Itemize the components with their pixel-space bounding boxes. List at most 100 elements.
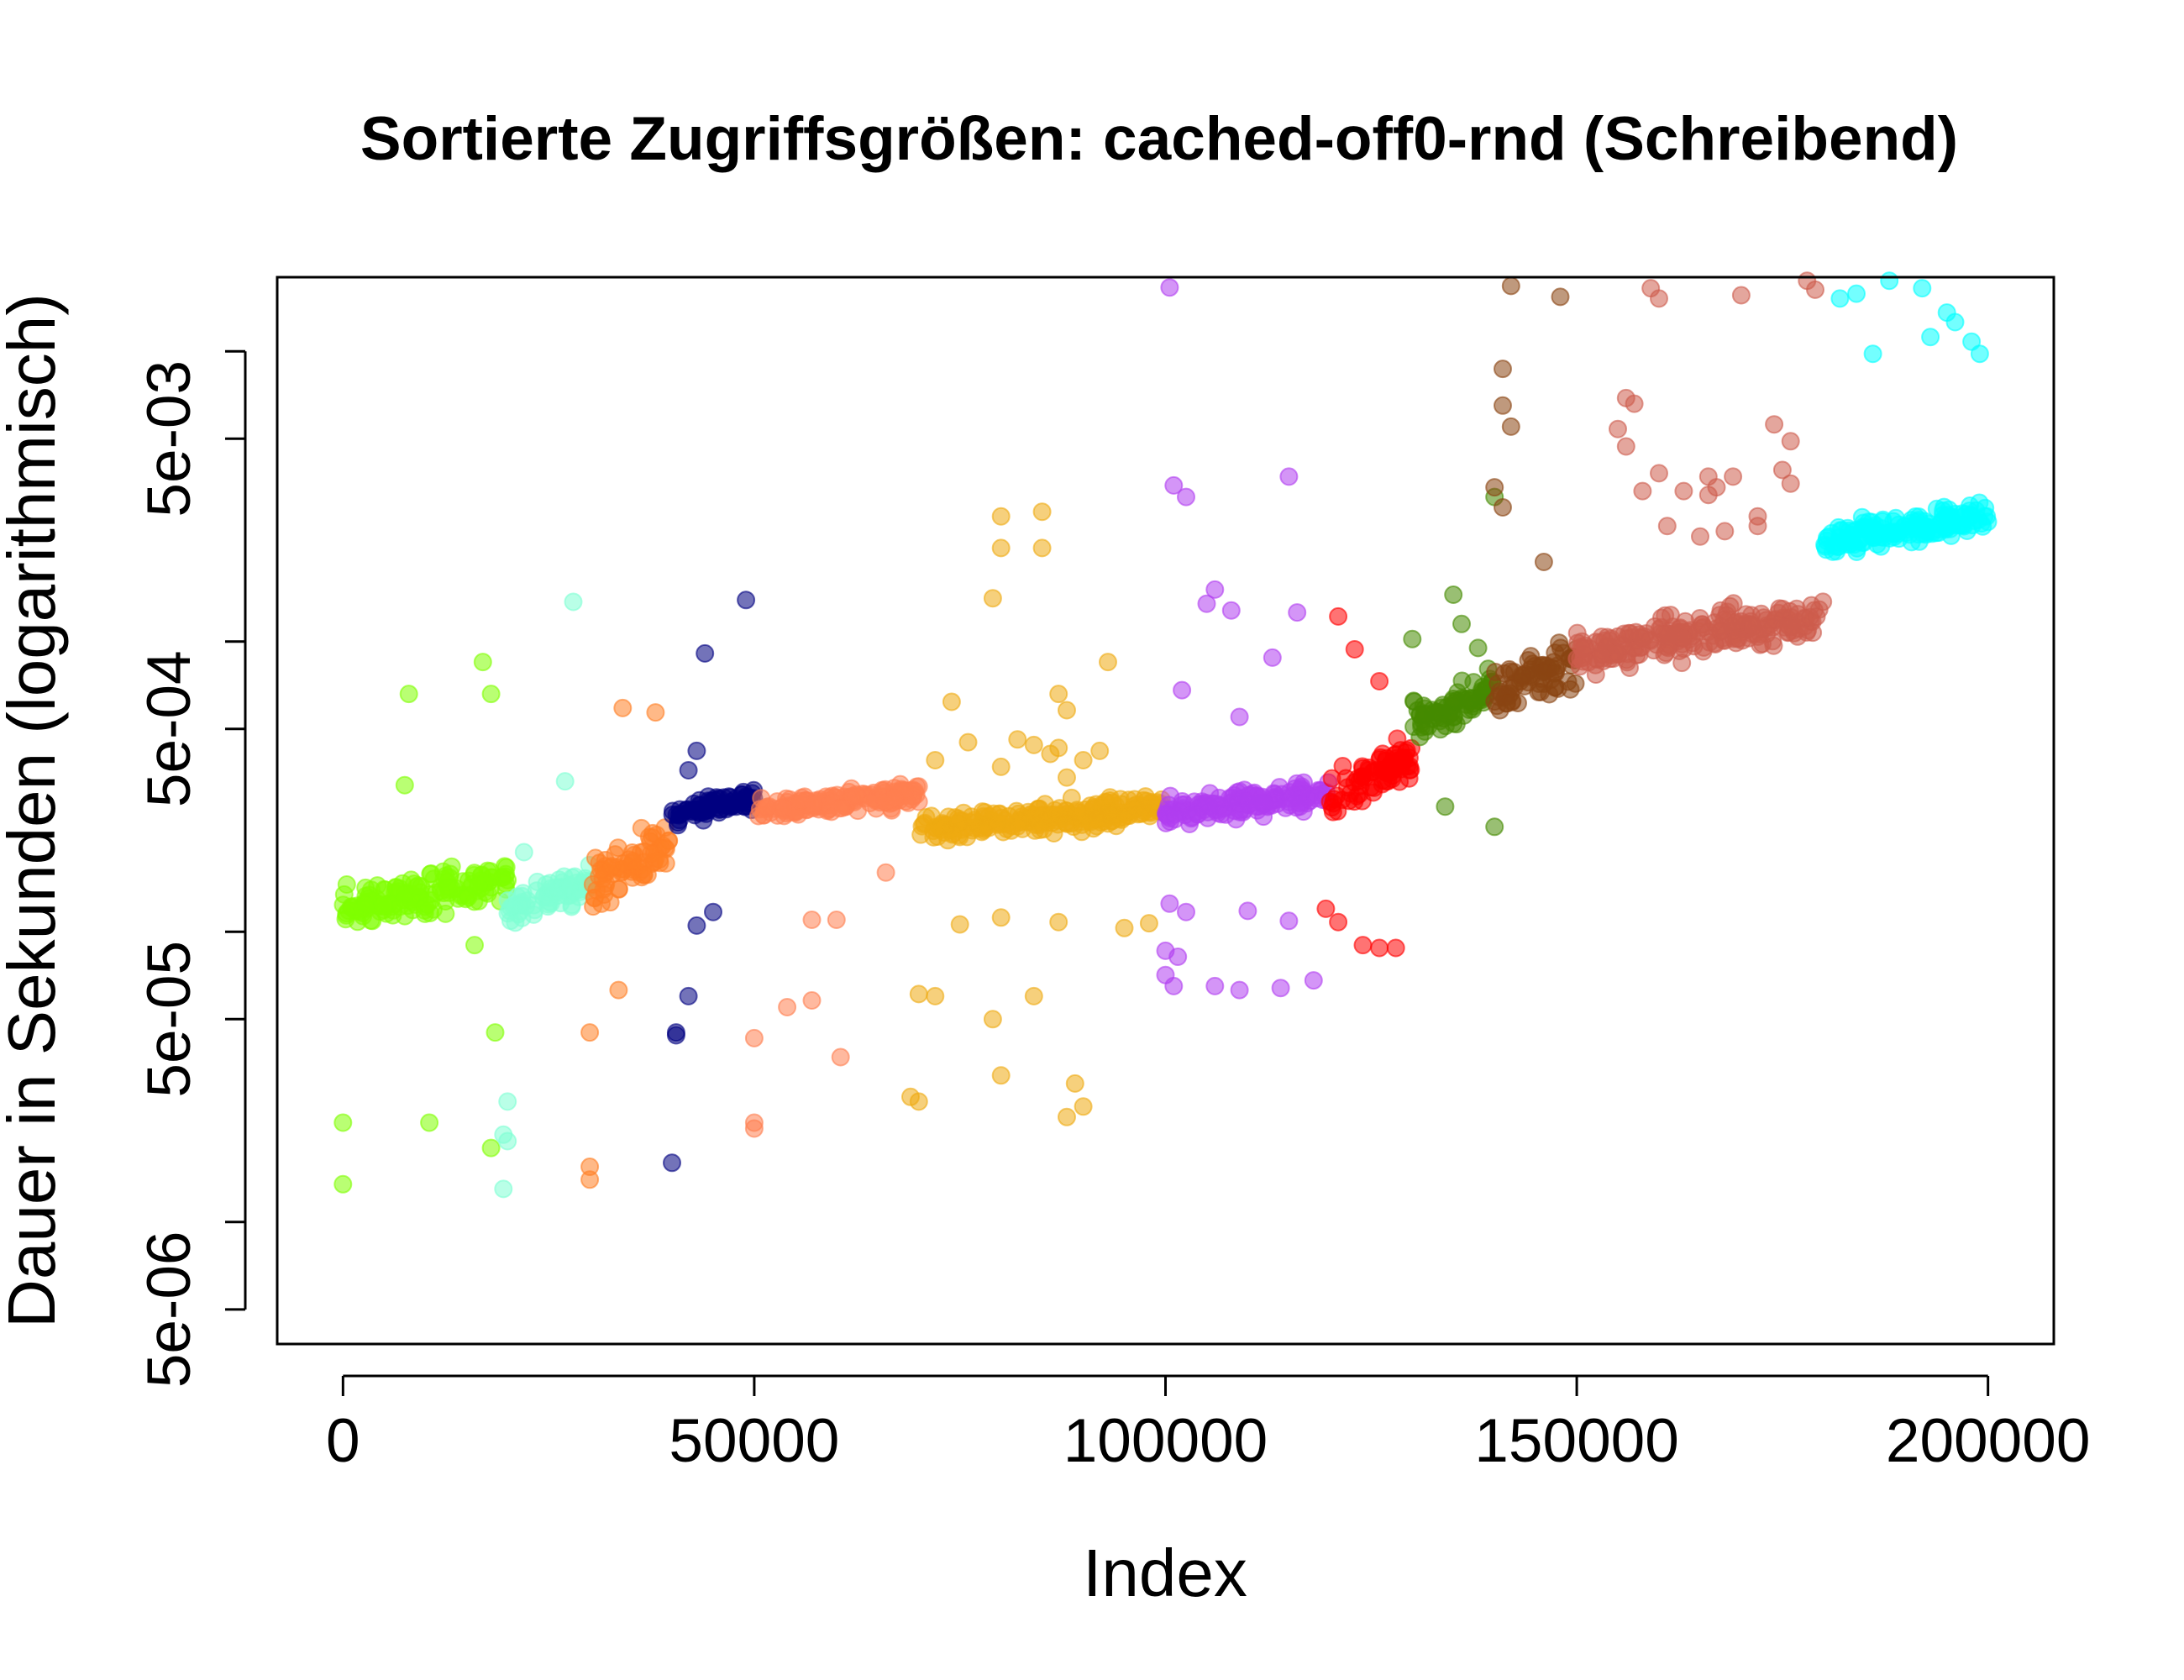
data-point	[1780, 617, 1799, 637]
data-point	[469, 875, 488, 895]
data-point	[1282, 789, 1301, 808]
outlier-point	[1847, 284, 1866, 303]
outlier-point	[1863, 344, 1882, 364]
data-point	[1200, 796, 1219, 816]
outlier-point	[498, 1092, 517, 1111]
outlier-point	[564, 592, 583, 612]
data-point	[948, 814, 967, 833]
outlier-point	[1494, 396, 1512, 415]
outlier-point	[333, 1113, 353, 1132]
data-point	[407, 877, 426, 896]
data-point	[1088, 810, 1107, 829]
outlier-point	[1164, 475, 1184, 495]
outlier-point	[1748, 517, 1767, 536]
data-point	[1512, 665, 1531, 685]
outlier-point	[1650, 289, 1668, 308]
outlier-point	[1921, 328, 1940, 347]
data-point	[979, 818, 999, 837]
outlier-point	[942, 692, 961, 711]
outlier-point	[687, 741, 706, 760]
outlier-point	[1609, 419, 1627, 438]
series-10	[1567, 271, 1833, 684]
outlier-point	[1691, 527, 1709, 546]
data-point	[1486, 663, 1505, 681]
outlier-point	[1970, 344, 1989, 364]
outlier-point	[1657, 517, 1677, 536]
outlier-point	[983, 589, 1002, 608]
outlier-point	[802, 911, 822, 929]
outlier-point	[1288, 603, 1307, 622]
data-point	[1050, 799, 1069, 818]
x-tick-label: 200000	[1886, 1407, 2091, 1475]
outlier-point	[1913, 279, 1932, 298]
outlier-point	[991, 507, 1011, 526]
series-4	[744, 774, 928, 1138]
data-point	[1849, 532, 1868, 551]
outlier-point	[1370, 938, 1389, 958]
outlier-point	[580, 1023, 600, 1042]
outlier-point	[1221, 601, 1241, 620]
x-tick-label: 50000	[669, 1407, 839, 1475]
outlier-point	[1065, 1074, 1084, 1093]
outlier-point	[991, 757, 1011, 776]
outlier-point	[1551, 287, 1570, 307]
plot-frame	[276, 276, 2055, 1346]
outlier-point	[696, 643, 715, 663]
outlier-point	[1263, 648, 1282, 667]
outlier-point	[1177, 902, 1195, 921]
outlier-point	[958, 732, 978, 752]
outlier-point	[991, 538, 1011, 558]
outlier-point	[666, 1026, 685, 1045]
data-point	[498, 870, 517, 890]
outlier-point	[1329, 606, 1348, 626]
data-point	[456, 890, 475, 909]
outlier-point	[737, 591, 756, 610]
data-point	[650, 850, 669, 869]
outlier-point	[1494, 498, 1512, 517]
data-point	[1320, 792, 1340, 811]
outlier-point	[1724, 467, 1743, 486]
outlier-point	[420, 1113, 439, 1132]
outlier-point	[778, 998, 797, 1016]
outlier-point	[1205, 976, 1225, 995]
outlier-point	[1168, 948, 1188, 966]
outlier-point	[1230, 980, 1249, 1000]
data-point	[804, 795, 823, 814]
x-tick-label: 100000	[1063, 1407, 1268, 1475]
data-point	[1800, 607, 1819, 627]
outlier-point	[399, 685, 418, 704]
outlier-point	[1041, 744, 1060, 764]
outlier-point	[1781, 432, 1800, 451]
series-8	[1403, 487, 1504, 837]
outlier-point	[1032, 538, 1052, 558]
series-9	[1485, 276, 1586, 720]
outlier-point	[1806, 280, 1824, 299]
outlier-point	[1074, 751, 1093, 769]
outlier-point	[1049, 912, 1068, 932]
x-axis-label: Index	[1083, 1536, 1247, 1610]
data-points	[333, 271, 1998, 1199]
data-point	[537, 875, 556, 894]
data-point	[1464, 673, 1483, 692]
data-point	[1899, 520, 1919, 539]
data-point	[584, 897, 603, 916]
outlier-point	[494, 1179, 513, 1199]
outlier-point	[1485, 817, 1504, 837]
outlier-point	[909, 984, 928, 1004]
outlier-point	[1345, 640, 1364, 659]
outlier-point	[514, 843, 533, 862]
outlier-point	[1534, 553, 1553, 571]
series-5	[901, 502, 1174, 1126]
outlier-point	[1099, 653, 1117, 672]
data-point	[832, 798, 852, 817]
outlier-point	[1238, 901, 1257, 921]
data-point	[1126, 800, 1145, 818]
outlier-point	[1173, 680, 1192, 700]
outlier-point	[827, 911, 846, 929]
data-point	[773, 797, 792, 816]
outlier-point	[1485, 478, 1504, 497]
outlier-point	[1353, 936, 1373, 955]
y-tick-label: 5e-05	[135, 941, 203, 1098]
y-tick-label: 5e-04	[135, 650, 203, 807]
data-point	[1744, 617, 1763, 636]
